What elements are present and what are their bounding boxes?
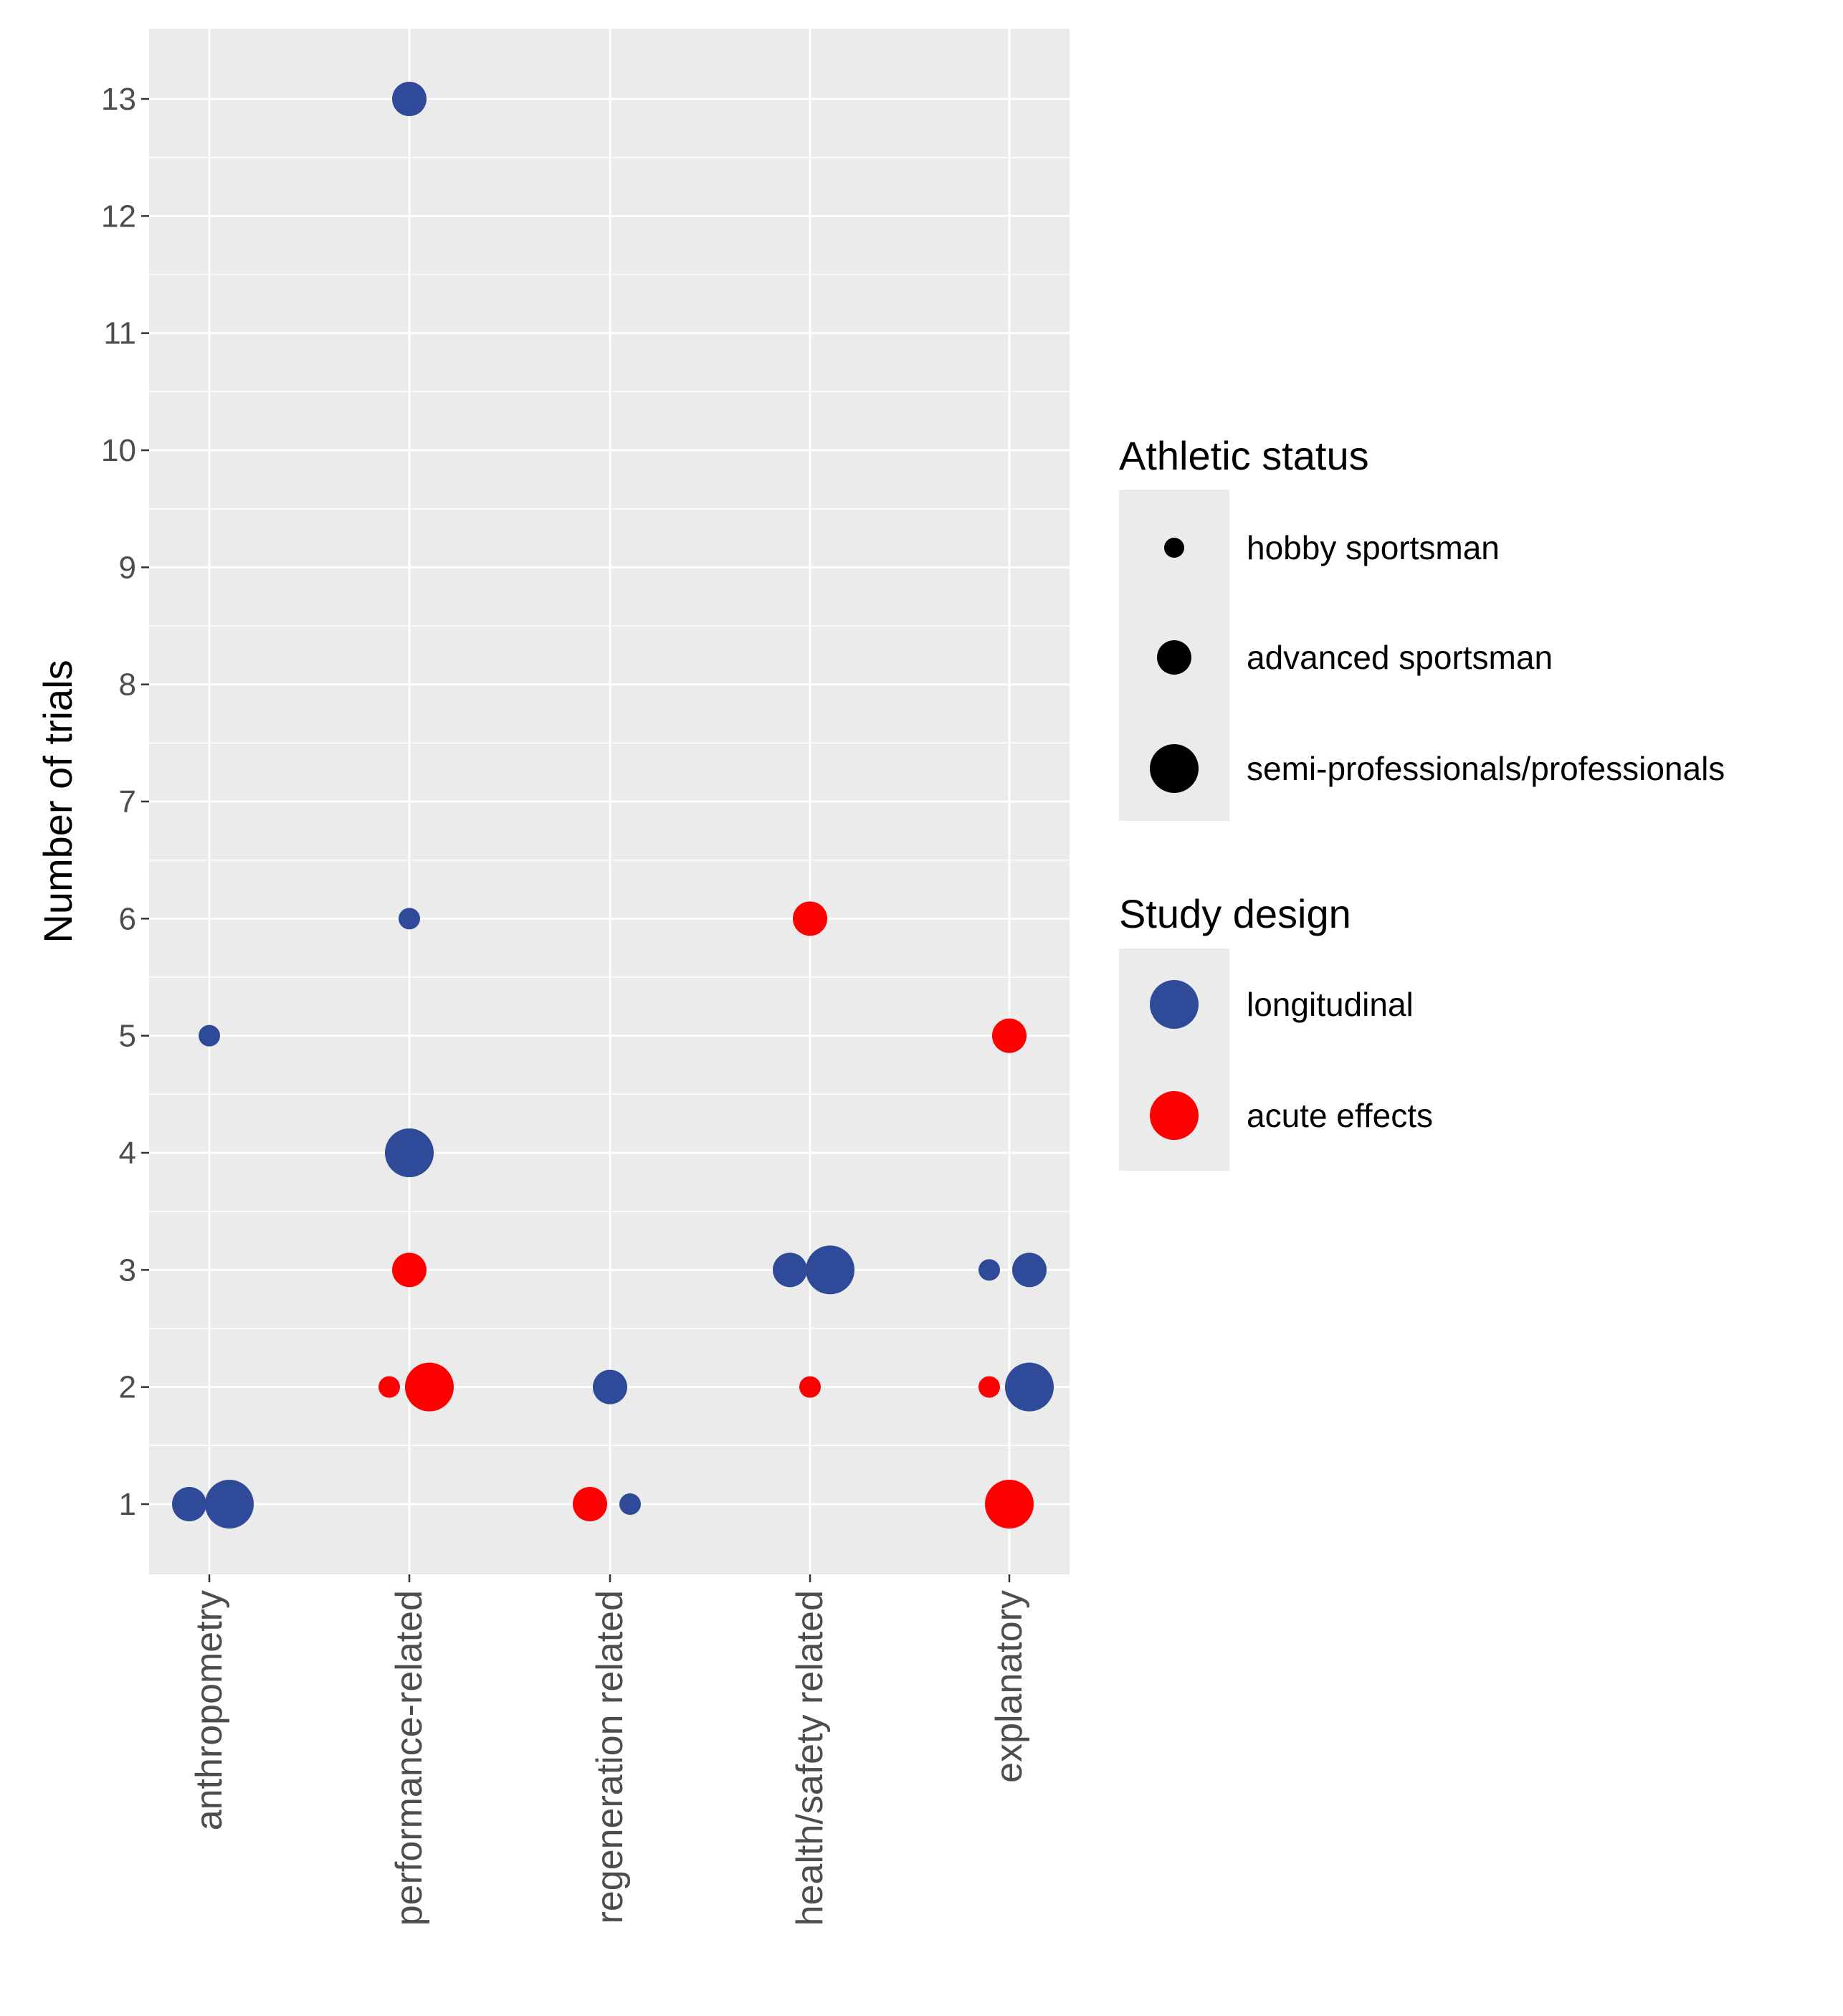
legend-label-advanced-sportsman: advanced sportsman (1247, 639, 1553, 676)
point-performance-related-acute-effects-advanced-sportsman-y3 (392, 1252, 427, 1288)
point-performance-related-longitudinal-hobby-sportsman-y6 (399, 908, 420, 930)
point-anthropometry-longitudinal-semi-professionals-professionals-y1 (205, 1480, 254, 1528)
point-health-safety-related-acute-effects-hobby-sportsman-y2 (799, 1376, 821, 1398)
point-anthropometry-longitudinal-advanced-sportsman-y1 (172, 1487, 206, 1521)
data-points (172, 82, 1054, 1528)
point-performance-related-longitudinal-semi-professionals-professionals-y4 (385, 1128, 434, 1177)
y-tick-label: 7 (119, 784, 136, 819)
legend-label-hobby-sportsman: hobby sportsman (1247, 529, 1500, 566)
y-tick-label: 11 (103, 316, 136, 351)
point-regeneration-related-acute-effects-advanced-sportsman-y1 (573, 1487, 607, 1521)
y-tick-label: 13 (101, 82, 136, 117)
point-performance-related-longitudinal-advanced-sportsman-y13 (392, 82, 427, 116)
y-tick-label: 3 (119, 1252, 136, 1288)
legend-color-key-longitudinal (1150, 980, 1199, 1029)
y-tick-label: 2 (119, 1370, 136, 1405)
legend-label-acute-effects: acute effects (1247, 1097, 1433, 1134)
y-tick-label: 6 (119, 901, 136, 936)
legend-size-key-advanced-sportsman (1157, 640, 1191, 675)
point-performance-related-acute-effects-semi-professionals-professionals-y2 (405, 1362, 454, 1412)
point-regeneration-related-longitudinal-advanced-sportsman-y2 (593, 1369, 627, 1404)
y-tick-label: 5 (119, 1019, 136, 1054)
point-explanatory-acute-effects-advanced-sportsman-y5 (992, 1018, 1027, 1053)
point-health-safety-related-acute-effects-advanced-sportsman-y6 (793, 901, 827, 936)
x-tick-label-performance-related: performance-related (389, 1590, 430, 1926)
point-performance-related-acute-effects-hobby-sportsman-y2 (378, 1376, 400, 1398)
y-tick-label: 1 (119, 1487, 136, 1522)
y-tick-label: 12 (101, 199, 136, 234)
legend-title-study-design: Study design (1119, 891, 1351, 936)
gridlines (149, 29, 1070, 1574)
point-explanatory-acute-effects-hobby-sportsman-y2 (978, 1376, 1000, 1398)
y-tick-label: 10 (101, 433, 136, 468)
legend-color-key-acute-effects (1150, 1091, 1199, 1140)
y-axis-title: Number of trials (35, 660, 80, 943)
point-regeneration-related-longitudinal-hobby-sportsman-y1 (619, 1493, 641, 1515)
legend-size-key-hobby-sportsman (1164, 538, 1184, 558)
x-tick-label-explanatory: explanatory (989, 1590, 1030, 1783)
x-tick-label-regeneration-related: regeneration related (589, 1590, 631, 1924)
y-tick-label: 8 (119, 667, 136, 703)
legend-label-longitudinal: longitudinal (1247, 986, 1414, 1023)
legend-title-athletic-status: Athletic status (1119, 433, 1369, 478)
point-health-safety-related-longitudinal-semi-professionals-professionals-y3 (806, 1245, 854, 1295)
point-explanatory-acute-effects-semi-professionals-professionals-y1 (985, 1480, 1034, 1528)
legend: Athletic status hobby sportsman advanced … (1119, 433, 1725, 1171)
x-tick-label-anthropometry: anthropometry (189, 1590, 230, 1830)
point-explanatory-longitudinal-advanced-sportsman-y3 (1012, 1252, 1047, 1288)
point-explanatory-longitudinal-hobby-sportsman-y3 (978, 1259, 1000, 1281)
x-axis: anthropometry performance-related regenera… (189, 1574, 1030, 1926)
y-tick-label: 4 (119, 1136, 136, 1171)
y-tick-label: 9 (119, 550, 136, 585)
x-tick-label-health-safety-related: health/safety related (789, 1590, 831, 1926)
point-explanatory-longitudinal-semi-professionals-professionals-y2 (1005, 1362, 1054, 1412)
point-health-safety-related-longitudinal-advanced-sportsman-y3 (773, 1252, 807, 1288)
point-anthropometry-longitudinal-hobby-sportsman-y5 (199, 1024, 220, 1047)
legend-size-key-semi-professionals-professionals (1150, 744, 1199, 793)
legend-label-semi-professionals-professionals: semi-professionals/professionals (1247, 750, 1725, 787)
